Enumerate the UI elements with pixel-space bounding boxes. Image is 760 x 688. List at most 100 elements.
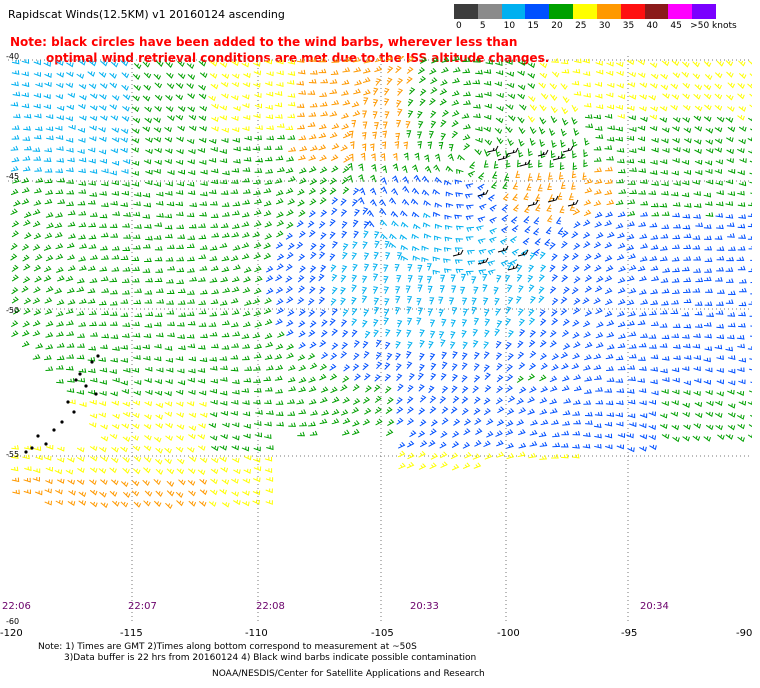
wind-barb <box>605 265 614 272</box>
wind-barb <box>176 468 185 475</box>
wind-barb <box>66 62 74 68</box>
wind-barb <box>298 386 307 393</box>
wind-barb <box>605 70 614 76</box>
wind-barb <box>132 321 140 327</box>
wind-barb <box>418 307 424 315</box>
wind-barb <box>749 358 752 360</box>
wind-barb <box>572 399 581 405</box>
wind-barb <box>550 115 558 124</box>
wind-barb <box>441 67 449 74</box>
wind-barb <box>133 192 142 197</box>
wind-barb <box>219 158 228 164</box>
wind-barb <box>342 309 349 317</box>
wind-barb <box>144 366 153 372</box>
wind-barb <box>673 181 681 186</box>
wind-barb <box>340 409 349 416</box>
wind-barb <box>380 177 387 185</box>
wind-barb <box>748 246 752 250</box>
wind-barb <box>421 256 429 262</box>
pass-time-label: 22:08 <box>256 601 285 612</box>
wind-barb <box>88 158 96 164</box>
wind-barb <box>24 211 32 218</box>
wind-barb <box>142 214 151 219</box>
wind-barb <box>231 422 240 428</box>
wind-barb <box>210 400 218 405</box>
wind-barb <box>661 181 669 187</box>
wind-barb <box>132 400 141 406</box>
color-scale-swatch <box>525 4 550 19</box>
wind-barb <box>539 329 547 337</box>
wind-barb <box>523 192 529 201</box>
wind-barb <box>385 429 394 436</box>
wind-barb <box>683 127 692 134</box>
wind-barb <box>87 390 96 395</box>
wind-barb <box>252 297 261 305</box>
wind-barb <box>329 231 336 239</box>
wind-barb <box>122 333 130 338</box>
wind-barb <box>66 287 75 294</box>
wind-barb <box>473 462 482 469</box>
wind-barb <box>232 210 240 216</box>
wind-barb <box>265 387 273 392</box>
color-scale-swatch <box>596 4 622 19</box>
wind-barb <box>175 82 184 89</box>
wind-barb <box>704 201 713 206</box>
wind-barb <box>198 300 207 305</box>
wind-barb <box>495 70 504 76</box>
wind-barb <box>231 286 240 293</box>
wind-barb <box>132 73 141 80</box>
wind-barb <box>242 167 251 172</box>
wind-barb <box>527 274 534 283</box>
wind-barb <box>384 298 390 306</box>
wind-barb <box>252 61 261 67</box>
wind-barb <box>748 117 752 122</box>
wind-barb <box>67 265 76 271</box>
color-scale-swatch <box>620 4 646 19</box>
wind-barb <box>383 121 388 129</box>
wind-barb <box>242 82 251 88</box>
wind-barb <box>715 400 723 406</box>
wind-barb <box>33 156 42 161</box>
wind-barb <box>417 131 423 139</box>
wind-barb <box>661 60 670 67</box>
wind-barb <box>518 407 527 414</box>
wind-barb <box>418 120 424 129</box>
wind-barb <box>483 297 489 305</box>
wind-barb <box>220 310 229 316</box>
wind-barb <box>243 146 251 152</box>
wind-barb <box>693 93 701 100</box>
wind-barb <box>384 362 391 370</box>
wind-barb <box>748 60 752 65</box>
wind-barb <box>747 137 752 142</box>
wind-barb <box>44 297 53 304</box>
wind-barb <box>682 93 690 100</box>
wind-barb <box>21 103 30 109</box>
latitude-label: -40 <box>6 52 20 61</box>
wind-barb <box>78 168 86 174</box>
wind-barb <box>89 467 98 474</box>
wind-barb <box>616 421 624 427</box>
wind-barb <box>430 77 438 85</box>
wind-barb <box>681 180 690 186</box>
wind-barb <box>373 319 379 327</box>
wind-barb <box>478 269 487 275</box>
wind-barb <box>243 156 252 162</box>
wind-barb <box>672 289 680 294</box>
wind-barb <box>11 330 19 338</box>
wind-barb <box>516 419 525 426</box>
wind-barb <box>230 179 239 184</box>
wind-barb <box>176 149 184 155</box>
wind-barb <box>638 168 646 173</box>
wind-barb <box>539 139 546 147</box>
wind-barb <box>88 60 97 67</box>
wind-barb <box>474 417 482 425</box>
wind-barb <box>99 83 108 89</box>
color-scale-swatch <box>477 4 503 19</box>
wind-barb <box>595 104 604 110</box>
wind-barb <box>167 321 175 327</box>
wind-barb <box>441 318 447 327</box>
wind-barb <box>165 233 173 239</box>
wind-barb <box>518 138 525 147</box>
wind-barb <box>10 165 19 172</box>
black-wind-barb <box>507 263 519 271</box>
